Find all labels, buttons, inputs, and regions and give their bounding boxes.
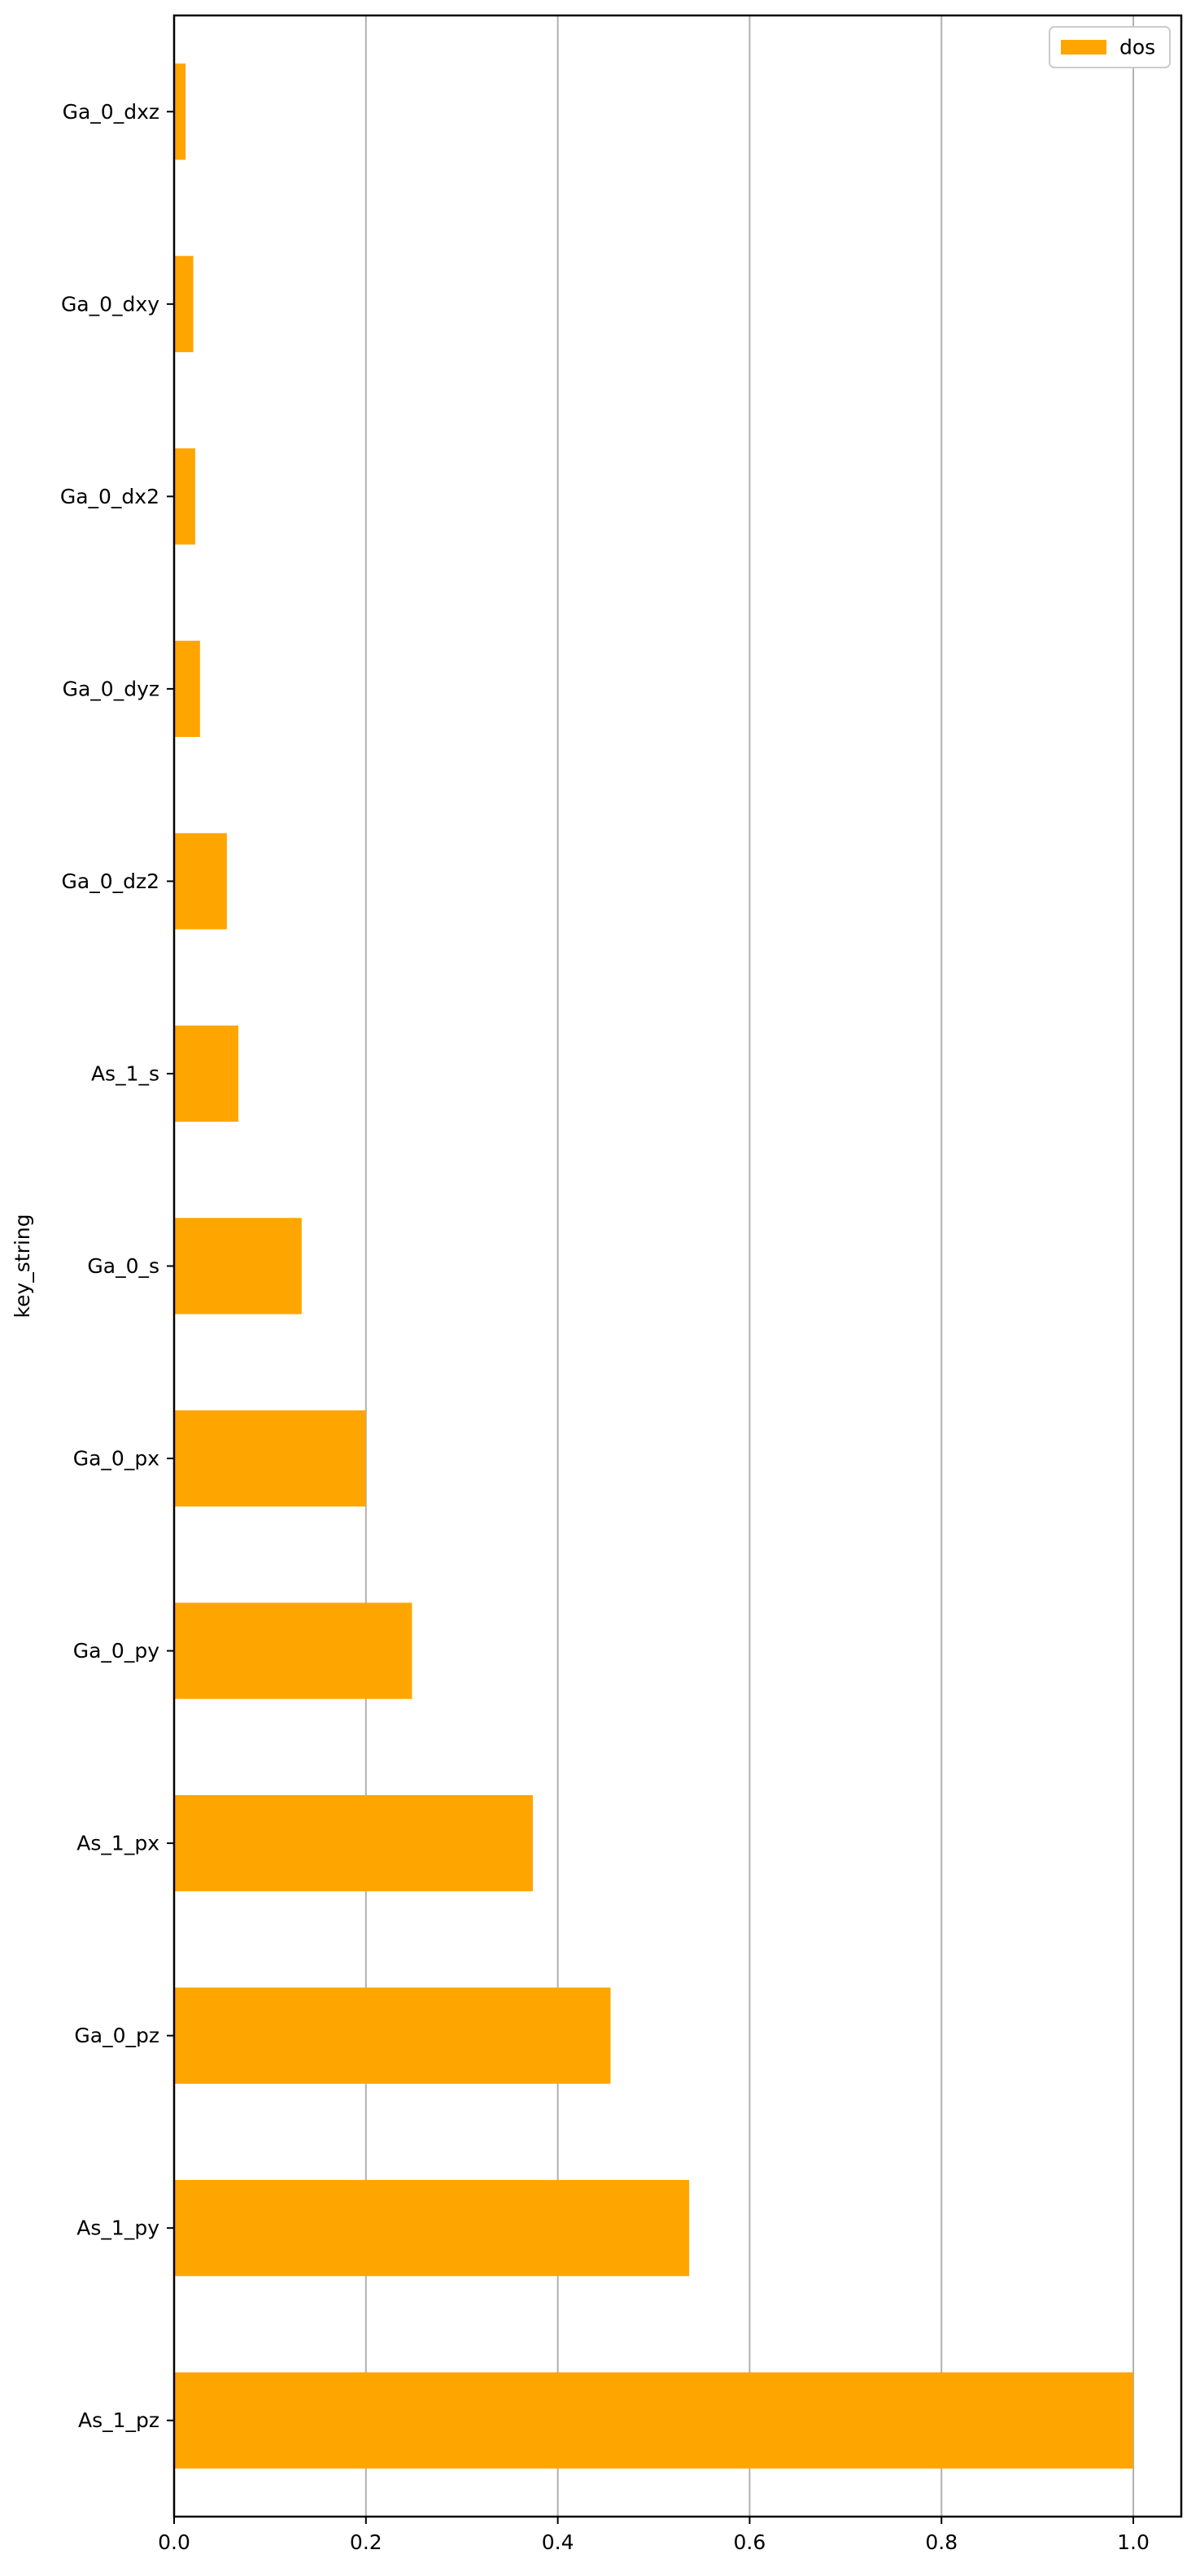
bars (174, 63, 1134, 2469)
y-axis: As_1_pz As_1_py Ga_0_pz As_1_px Ga_0_py Ga_0_… (60, 100, 174, 2432)
y-tick-label: Ga_0_py (73, 1639, 159, 1663)
bar-as-1-py (174, 2180, 690, 2277)
y-axis-label: key_string (11, 1214, 34, 1318)
y-tick-label: Ga_0_dz2 (62, 870, 160, 893)
bar-ga-0-py (174, 1602, 412, 1699)
bar-ga-0-dyz (174, 640, 200, 738)
x-tick-label: 0.2 (350, 2530, 382, 2554)
bar-ga-0-pz (174, 1987, 611, 2084)
bar-ga-0-dxz (174, 63, 186, 160)
y-tick-label: Ga_0_pz (74, 2024, 159, 2047)
bar-as-1-pz (174, 2372, 1134, 2469)
x-axis: 0.0 0.2 0.4 0.6 0.8 1.0 (158, 2517, 1150, 2554)
bar-as-1-px (174, 1794, 533, 1892)
legend-label-dos: dos (1119, 36, 1155, 59)
y-tick-label: As_1_s (91, 1061, 159, 1085)
x-tick-label: 0.0 (158, 2530, 190, 2554)
y-tick-label: Ga_0_s (87, 1254, 159, 1278)
x-tick-label: 1.0 (1117, 2530, 1150, 2554)
y-tick-label: Ga_0_dxy (61, 292, 159, 316)
x-tick-label: 0.6 (734, 2530, 766, 2554)
y-tick-label: Ga_0_dyz (63, 677, 159, 700)
y-tick-label: As_1_pz (78, 2408, 159, 2432)
plot-frame (172, 14, 1183, 2518)
y-tick-label: As_1_py (76, 2216, 159, 2240)
legend: dos (1049, 26, 1171, 68)
x-tick-label: 0.4 (542, 2530, 574, 2554)
bar-ga-0-dxy (174, 255, 194, 352)
bar-as-1-s (174, 1025, 238, 1122)
y-tick-label: As_1_px (76, 1832, 159, 1855)
bar-ga-0-dz2 (174, 833, 227, 930)
y-tick-label: Ga_0_px (73, 1447, 159, 1471)
bar-ga-0-px (174, 1410, 366, 1507)
bar-ga-0-s (174, 1218, 302, 1314)
y-tick-label: Ga_0_dxz (63, 100, 159, 124)
y-tick-label: Ga_0_dx2 (60, 485, 159, 508)
x-tick-label: 0.8 (925, 2530, 958, 2554)
bar-ga-0-dx2 (174, 448, 195, 545)
grid-lines (173, 15, 1135, 2517)
legend-swatch-dos (1061, 40, 1106, 54)
legend-box (1049, 26, 1171, 68)
